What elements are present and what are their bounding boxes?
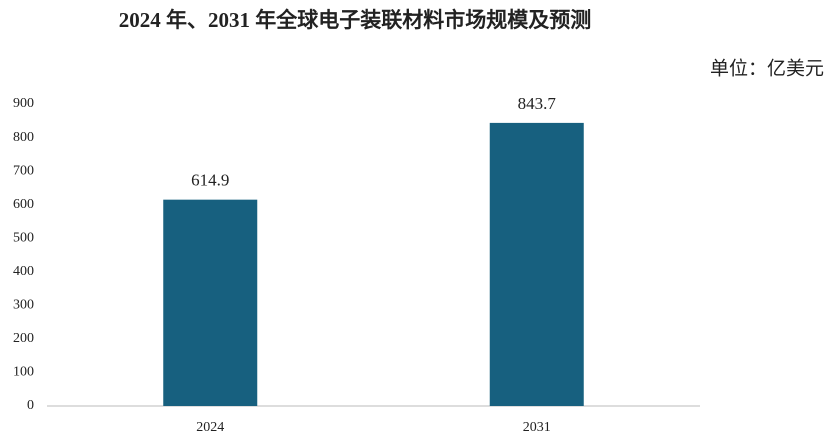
y-tick-label: 600 [13, 197, 34, 212]
y-tick-label: 700 [13, 163, 34, 178]
y-tick-label: 500 [13, 230, 34, 245]
chart-title: 2024 年、2031 年全球电子装联材料市场规模及预测 [119, 8, 592, 32]
data-label: 614.9 [191, 171, 229, 190]
bar [489, 122, 584, 406]
y-tick-label: 0 [27, 398, 34, 413]
bar [163, 199, 258, 406]
y-tick-label: 200 [13, 331, 34, 346]
y-tick-label: 900 [13, 96, 34, 111]
y-tick-label: 300 [13, 298, 34, 313]
data-label: 843.7 [518, 94, 557, 113]
y-tick-label: 800 [13, 130, 34, 145]
unit-label: 单位：亿美元 [710, 57, 824, 79]
y-tick-label: 400 [13, 264, 34, 279]
x-tick-label: 2031 [523, 420, 551, 435]
x-tick-label: 2024 [196, 420, 224, 435]
y-tick-label: 100 [13, 365, 34, 380]
